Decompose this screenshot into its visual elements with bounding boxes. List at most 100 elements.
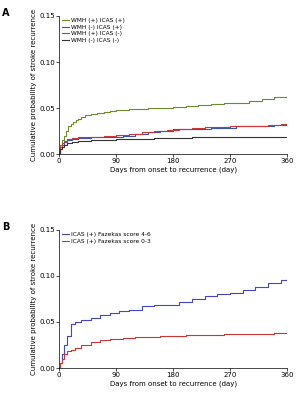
WMH (-) ICAS (+) bbox=[115, 134, 118, 139]
ICAS (+) Fazekas score 4-6 bbox=[178, 299, 181, 304]
WMH (-) ICAS (+) bbox=[61, 142, 64, 147]
WMH (+) ICAS (+) bbox=[83, 113, 86, 118]
ICAS (+) Fazekas score 4-6 bbox=[61, 352, 64, 356]
WMH (-) ICAS (-) bbox=[62, 142, 66, 147]
WMH (-) ICAS (+) bbox=[273, 122, 276, 127]
WMH (+) ICAS (-) bbox=[76, 135, 80, 140]
ICAS (+) Fazekas score 0-3 bbox=[159, 333, 162, 338]
WMH (-) ICAS (-) bbox=[89, 138, 93, 143]
WMH (+) ICAS (+) bbox=[66, 124, 70, 129]
WMH (-) ICAS (-) bbox=[171, 136, 175, 141]
ICAS (+) Fazekas score 0-3 bbox=[171, 333, 175, 338]
WMH (+) ICAS (+) bbox=[115, 108, 118, 112]
WMH (-) ICAS (-) bbox=[102, 138, 105, 143]
WMH (+) ICAS (-) bbox=[115, 132, 118, 137]
Line: WMH (+) ICAS (-): WMH (+) ICAS (-) bbox=[59, 124, 287, 154]
ICAS (+) Fazekas score 0-3 bbox=[61, 356, 64, 361]
ICAS (+) Fazekas score 0-3 bbox=[247, 332, 251, 336]
ICAS (+) Fazekas score 4-6 bbox=[59, 361, 62, 366]
ICAS (+) Fazekas score 0-3 bbox=[89, 340, 93, 345]
WMH (+) ICAS (+) bbox=[159, 106, 162, 110]
WMH (+) ICAS (+) bbox=[121, 108, 124, 112]
WMH (+) ICAS (-) bbox=[152, 129, 156, 134]
WMH (-) ICAS (-) bbox=[285, 135, 289, 140]
WMH (-) ICAS (+) bbox=[62, 140, 66, 144]
ICAS (+) Fazekas score 0-3 bbox=[260, 332, 263, 336]
WMH (+) ICAS (+) bbox=[69, 121, 73, 126]
WMH (-) ICAS (+) bbox=[222, 126, 226, 131]
ICAS (+) Fazekas score 0-3 bbox=[235, 332, 238, 336]
WMH (+) ICAS (-) bbox=[61, 140, 64, 145]
WMH (+) ICAS (+) bbox=[285, 94, 289, 98]
WMH (+) ICAS (+) bbox=[89, 111, 93, 116]
WMH (+) ICAS (+) bbox=[74, 118, 78, 122]
ICAS (+) Fazekas score 0-3 bbox=[146, 334, 149, 339]
WMH (-) ICAS (+) bbox=[121, 133, 124, 138]
WMH (+) ICAS (-) bbox=[57, 152, 61, 156]
ICAS (+) Fazekas score 0-3 bbox=[59, 361, 62, 366]
WMH (-) ICAS (-) bbox=[70, 140, 74, 144]
ICAS (+) Fazekas score 4-6 bbox=[190, 296, 194, 301]
WMH (+) ICAS (+) bbox=[108, 108, 112, 113]
WMH (+) ICAS (-) bbox=[165, 128, 169, 132]
WMH (-) ICAS (-) bbox=[266, 135, 270, 140]
ICAS (+) Fazekas score 4-6 bbox=[108, 310, 112, 315]
WMH (+) ICAS (+) bbox=[64, 129, 67, 134]
ICAS (+) Fazekas score 0-3 bbox=[184, 332, 188, 337]
WMH (-) ICAS (-) bbox=[57, 152, 61, 156]
ICAS (+) Fazekas score 4-6 bbox=[165, 303, 169, 308]
ICAS (+) Fazekas score 0-3 bbox=[133, 334, 137, 339]
WMH (-) ICAS (+) bbox=[247, 124, 251, 129]
WMH (-) ICAS (+) bbox=[235, 124, 238, 129]
WMH (+) ICAS (+) bbox=[247, 98, 251, 103]
WMH (-) ICAS (-) bbox=[247, 135, 251, 140]
X-axis label: Days from onset to recurrence (day): Days from onset to recurrence (day) bbox=[110, 167, 237, 174]
ICAS (+) Fazekas score 4-6 bbox=[89, 316, 93, 321]
Y-axis label: Cumulative probability of stroke recurrence: Cumulative probability of stroke recurre… bbox=[30, 9, 36, 161]
WMH (+) ICAS (-) bbox=[203, 125, 207, 130]
WMH (-) ICAS (-) bbox=[115, 137, 118, 142]
WMH (-) ICAS (+) bbox=[65, 138, 69, 143]
ICAS (+) Fazekas score 4-6 bbox=[73, 320, 77, 324]
ICAS (+) Fazekas score 0-3 bbox=[62, 352, 66, 356]
ICAS (+) Fazekas score 0-3 bbox=[273, 331, 276, 336]
WMH (-) ICAS (+) bbox=[260, 123, 263, 128]
WMH (+) ICAS (-) bbox=[62, 139, 66, 144]
WMH (+) ICAS (-) bbox=[190, 126, 194, 131]
WMH (+) ICAS (-) bbox=[229, 124, 232, 129]
ICAS (+) Fazekas score 4-6 bbox=[118, 308, 121, 313]
WMH (+) ICAS (+) bbox=[184, 104, 188, 108]
WMH (+) ICAS (-) bbox=[178, 127, 181, 132]
WMH (+) ICAS (+) bbox=[62, 133, 66, 138]
ICAS (+) Fazekas score 0-3 bbox=[80, 342, 83, 347]
ICAS (+) Fazekas score 4-6 bbox=[62, 342, 66, 347]
ICAS (+) Fazekas score 4-6 bbox=[57, 366, 61, 370]
WMH (-) ICAS (-) bbox=[209, 135, 213, 140]
WMH (-) ICAS (+) bbox=[159, 129, 162, 134]
WMH (-) ICAS (+) bbox=[89, 135, 93, 140]
WMH (+) ICAS (+) bbox=[273, 94, 276, 99]
WMH (+) ICAS (+) bbox=[133, 106, 137, 111]
ICAS (+) Fazekas score 4-6 bbox=[285, 276, 289, 280]
ICAS (+) Fazekas score 0-3 bbox=[197, 332, 200, 337]
WMH (-) ICAS (+) bbox=[70, 137, 74, 142]
ICAS (+) Fazekas score 4-6 bbox=[216, 292, 219, 297]
ICAS (+) Fazekas score 4-6 bbox=[127, 308, 131, 312]
WMH (+) ICAS (+) bbox=[235, 100, 238, 105]
WMH (+) ICAS (+) bbox=[102, 109, 105, 114]
ICAS (+) Fazekas score 4-6 bbox=[241, 287, 244, 292]
ICAS (+) Fazekas score 0-3 bbox=[285, 331, 289, 336]
WMH (-) ICAS (-) bbox=[190, 135, 194, 140]
WMH (+) ICAS (+) bbox=[140, 106, 143, 111]
ICAS (+) Fazekas score 0-3 bbox=[99, 338, 102, 343]
ICAS (+) Fazekas score 4-6 bbox=[254, 285, 257, 290]
WMH (-) ICAS (+) bbox=[146, 130, 149, 134]
WMH (+) ICAS (+) bbox=[152, 106, 156, 110]
WMH (+) ICAS (-) bbox=[254, 123, 257, 128]
ICAS (+) Fazekas score 0-3 bbox=[57, 366, 61, 370]
WMH (-) ICAS (-) bbox=[65, 140, 69, 145]
WMH (+) ICAS (+) bbox=[222, 101, 226, 106]
ICAS (+) Fazekas score 4-6 bbox=[140, 304, 143, 309]
ICAS (+) Fazekas score 0-3 bbox=[73, 345, 77, 350]
ICAS (+) Fazekas score 4-6 bbox=[229, 290, 232, 295]
